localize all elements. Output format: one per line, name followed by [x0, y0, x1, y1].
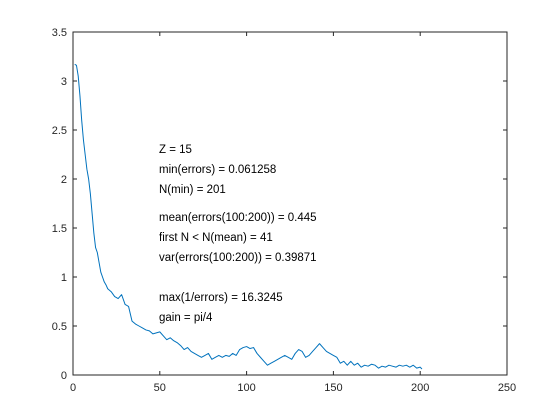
- annotation-first-n: first N < N(mean) = 41: [159, 232, 273, 244]
- y-tick-label: 1: [61, 272, 67, 284]
- annotation-max-inverse: max(1/errors) = 16.3245: [159, 292, 283, 304]
- annotation-mean-errors: mean(errors(100:200)) = 0.445: [159, 212, 317, 224]
- x-tick-label: 200: [411, 382, 429, 394]
- x-tick-label: 0: [70, 382, 76, 394]
- y-tick-label: 1.5: [52, 223, 67, 235]
- annotation-min-errors: min(errors) = 0.061258: [159, 164, 276, 176]
- x-tick-label: 150: [324, 382, 342, 394]
- x-tick-label: 250: [498, 382, 516, 394]
- y-tick-label: 2.5: [52, 125, 67, 137]
- axes-box: [73, 32, 507, 375]
- plot-area: 0 50 100 150 200 250 00.511.522.533.5 Z = 15 …: [52, 27, 516, 394]
- y-tick-label: 3.5: [52, 27, 67, 39]
- y-tick-label: 0: [61, 370, 67, 382]
- annotation-n-min: N(min) = 201: [159, 184, 226, 196]
- y-tick-label: 0.5: [52, 321, 67, 333]
- annotation-z: Z = 15: [159, 144, 192, 156]
- y-tick-label: 2: [61, 174, 67, 186]
- x-tick-label: 100: [237, 382, 255, 394]
- annotation-gain: gain = pi/4: [159, 312, 213, 324]
- y-tick-label: 3: [61, 76, 67, 88]
- x-tick-label: 50: [154, 382, 166, 394]
- annotation-var-errors: var(errors(100:200)) = 0.39871: [159, 252, 317, 264]
